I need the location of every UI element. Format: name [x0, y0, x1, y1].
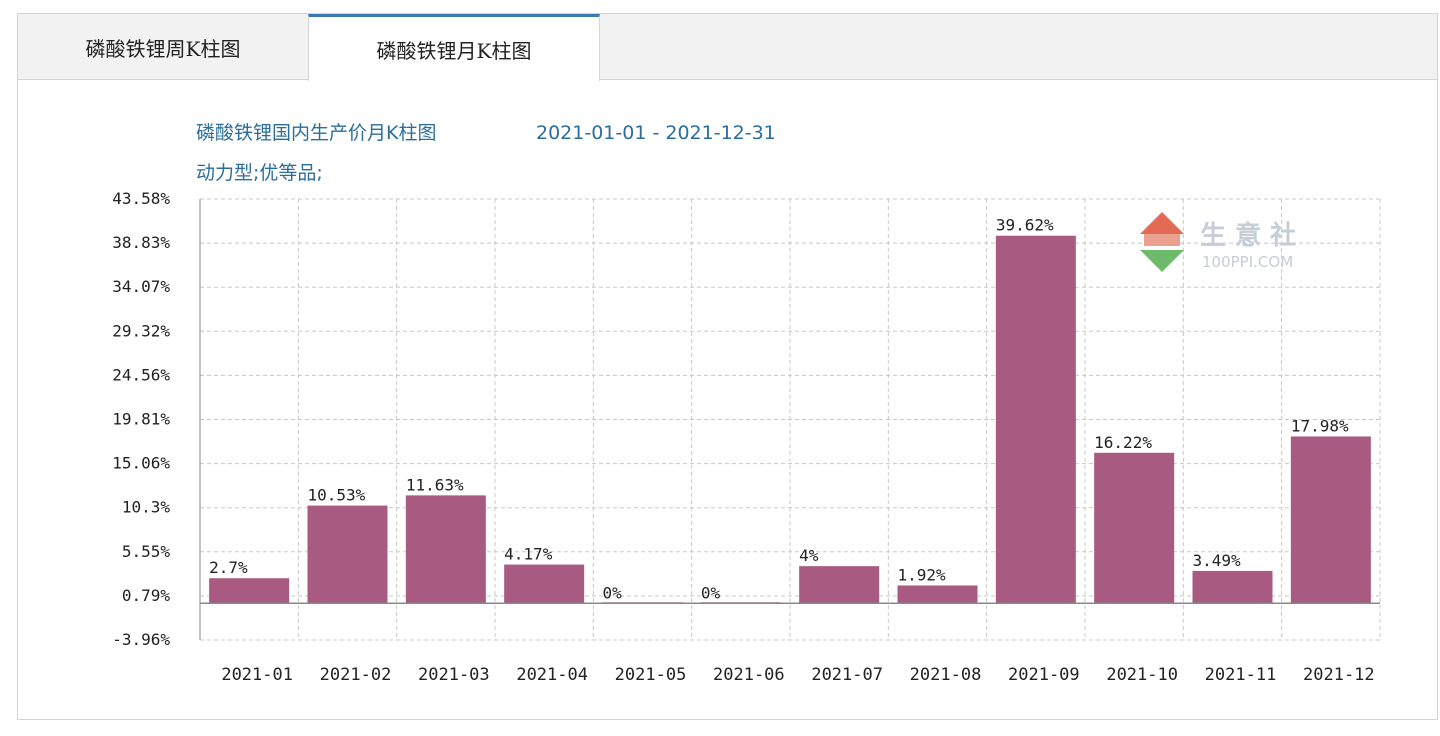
- chart-title: 磷酸铁锂国内生产价月K柱图: [196, 122, 436, 144]
- watermark-logo: 生 意 社 100PPI.COM: [1140, 212, 1296, 272]
- y-tick-label: 29.32%: [112, 321, 170, 340]
- data-label: 10.53%: [308, 486, 366, 505]
- bar-2021-07[interactable]: [799, 566, 880, 604]
- data-label: 39.62%: [996, 216, 1054, 235]
- x-tick-label: 2021-03: [418, 665, 490, 685]
- chart-subtitle: 动力型;优等品;: [196, 162, 323, 184]
- watermark-site: 100PPI.COM: [1202, 253, 1293, 271]
- data-label: 0%: [603, 583, 623, 602]
- bar-2021-08[interactable]: [897, 585, 978, 604]
- bar-2021-04[interactable]: [504, 564, 585, 604]
- data-label: 3.49%: [1193, 551, 1242, 570]
- y-axis: 43.58% 38.83% 34.07% 29.32% 24.56% 19.81% 15.0…: [112, 189, 201, 649]
- data-label: 2.7%: [209, 558, 248, 577]
- x-tick-label: 2021-04: [516, 665, 588, 685]
- y-tick-label: 34.07%: [112, 277, 170, 296]
- y-tick-label: 38.83%: [112, 233, 170, 252]
- bar-2021-09[interactable]: [995, 235, 1076, 604]
- y-tick-label: 43.58%: [112, 189, 170, 208]
- bar-2021-02[interactable]: [307, 505, 388, 604]
- x-tick-label: 2021-02: [320, 665, 392, 685]
- data-label: 16.22%: [1094, 433, 1152, 452]
- x-axis: 2021-01 2021-02 2021-03 2021-04 2021-05 2021-…: [200, 602, 1380, 685]
- data-label: 0%: [701, 583, 721, 602]
- x-tick-label: 2021-01: [221, 665, 293, 685]
- bars: [209, 235, 1371, 604]
- x-tick-label: 2021-11: [1205, 665, 1277, 685]
- tab-bar: 磷酸铁锂周K柱图 磷酸铁锂月K柱图: [18, 14, 1437, 81]
- watermark-name: 生 意 社: [1200, 220, 1296, 251]
- x-tick-label: 2021-07: [811, 665, 883, 685]
- y-tick-label: 5.55%: [122, 542, 171, 561]
- data-label: 17.98%: [1291, 416, 1349, 435]
- data-label: 11.63%: [406, 475, 464, 494]
- data-label: 4%: [799, 546, 819, 565]
- bar-2021-10[interactable]: [1094, 452, 1175, 604]
- bar-2021-01[interactable]: [209, 578, 290, 604]
- y-tick-label: 0.79%: [122, 586, 171, 605]
- data-label: 4.17%: [504, 545, 553, 564]
- x-tick-label: 2021-08: [910, 665, 982, 685]
- y-tick-label: 10.3%: [122, 498, 171, 517]
- grid: [200, 198, 1381, 641]
- logo-bottom-icon: [1140, 250, 1184, 272]
- tab-weekly-k[interactable]: 磷酸铁锂周K柱图: [85, 36, 241, 61]
- x-tick-label: 2021-10: [1106, 665, 1178, 685]
- y-tick-label: 15.06%: [112, 454, 170, 473]
- logo-band-icon: [1144, 234, 1180, 246]
- bar-2021-03[interactable]: [405, 495, 486, 604]
- data-labels: 2.7% 10.53% 11.63% 4.17% 0% 0% 4% 1.92% 39.62% 16…: [209, 216, 1349, 603]
- data-label: 1.92%: [898, 565, 947, 584]
- x-tick-label: 2021-05: [615, 665, 687, 685]
- logo-top-icon: [1140, 212, 1184, 234]
- tab-monthly-k[interactable]: 磷酸铁锂月K柱图: [308, 14, 600, 81]
- bar-2021-12[interactable]: [1290, 436, 1371, 604]
- chart-date-range: 2021-01-01 - 2021-12-31: [536, 122, 776, 144]
- x-tick-label: 2021-09: [1008, 665, 1080, 685]
- y-tick-label: 19.81%: [112, 410, 170, 429]
- x-tick-label: 2021-06: [713, 665, 785, 685]
- x-tick-label: 2021-12: [1303, 665, 1375, 685]
- y-tick-label: -3.96%: [112, 630, 170, 649]
- bar-2021-11[interactable]: [1192, 570, 1273, 604]
- y-tick-label: 24.56%: [112, 365, 170, 384]
